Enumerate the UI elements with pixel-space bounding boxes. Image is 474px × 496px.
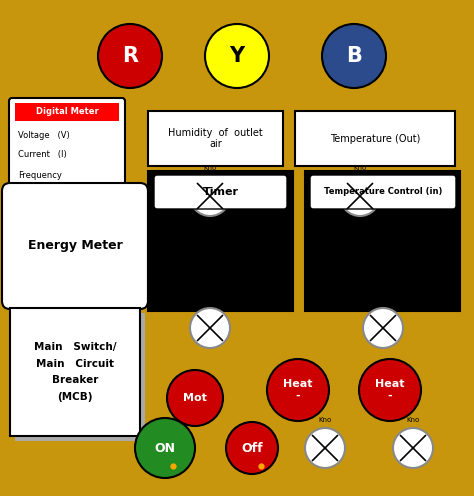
Text: Temperature (Out): Temperature (Out) <box>330 133 420 143</box>
Text: Kno: Kno <box>354 165 366 171</box>
Text: B: B <box>346 46 362 66</box>
Circle shape <box>305 428 345 468</box>
Circle shape <box>359 359 421 421</box>
Circle shape <box>267 359 329 421</box>
Circle shape <box>190 308 230 348</box>
Circle shape <box>322 24 386 88</box>
Bar <box>148 171 293 311</box>
Text: Kno: Kno <box>319 417 332 423</box>
Text: Off: Off <box>241 441 263 454</box>
Bar <box>295 111 455 166</box>
Text: Timer: Timer <box>202 187 238 197</box>
Text: Kno: Kno <box>406 417 419 423</box>
Text: Frequency: Frequency <box>18 171 62 180</box>
Circle shape <box>98 24 162 88</box>
FancyBboxPatch shape <box>2 183 148 309</box>
Text: Heat
-: Heat - <box>283 379 313 401</box>
Text: Current   (I): Current (I) <box>18 150 67 160</box>
Circle shape <box>190 176 230 216</box>
Bar <box>15 313 145 441</box>
Text: R: R <box>122 46 138 66</box>
Bar <box>148 111 283 166</box>
Text: Humidity  of  outlet
air: Humidity of outlet air <box>168 127 263 149</box>
Bar <box>15 103 119 121</box>
Text: Voltage   (V): Voltage (V) <box>18 130 70 139</box>
Text: Temperature Control (in): Temperature Control (in) <box>324 187 442 196</box>
Text: Mot: Mot <box>183 393 207 403</box>
Bar <box>10 308 140 436</box>
Text: Kno: Kno <box>376 297 390 303</box>
Text: Digital Meter: Digital Meter <box>36 108 99 117</box>
Text: Kno: Kno <box>203 297 217 303</box>
Text: Energy Meter: Energy Meter <box>27 240 122 252</box>
Text: ON: ON <box>155 441 175 454</box>
Text: Main   Switch/
Main   Circuit
Breaker
(MCB): Main Switch/ Main Circuit Breaker (MCB) <box>34 342 116 402</box>
Text: Heat
-: Heat - <box>375 379 405 401</box>
Circle shape <box>226 422 278 474</box>
Text: Y: Y <box>229 46 245 66</box>
Circle shape <box>363 308 403 348</box>
Circle shape <box>135 418 195 478</box>
FancyBboxPatch shape <box>154 175 287 209</box>
Text: Kno: Kno <box>203 165 217 171</box>
Circle shape <box>205 24 269 88</box>
Bar <box>305 171 460 311</box>
Circle shape <box>167 370 223 426</box>
FancyBboxPatch shape <box>310 175 456 209</box>
Circle shape <box>340 176 380 216</box>
FancyBboxPatch shape <box>9 98 125 189</box>
Circle shape <box>393 428 433 468</box>
